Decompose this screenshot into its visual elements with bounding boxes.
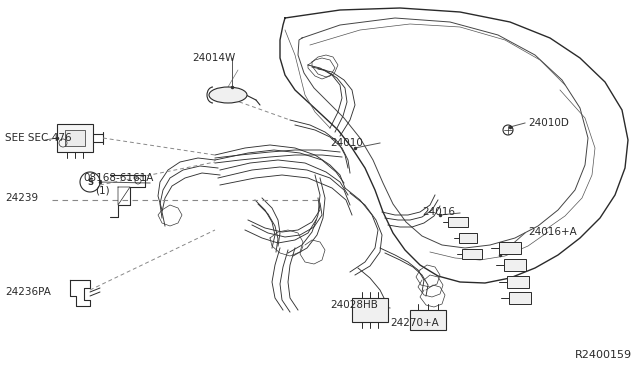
Text: 24016: 24016 [422, 207, 455, 217]
FancyBboxPatch shape [410, 310, 446, 330]
FancyBboxPatch shape [459, 233, 477, 243]
Text: 24270+A: 24270+A [390, 318, 439, 328]
FancyBboxPatch shape [448, 217, 468, 227]
Text: 24010D: 24010D [528, 118, 569, 128]
Ellipse shape [209, 87, 247, 103]
FancyBboxPatch shape [504, 259, 526, 271]
Text: 24028HB: 24028HB [330, 300, 378, 310]
Text: 08168-6161A: 08168-6161A [83, 173, 154, 183]
FancyBboxPatch shape [499, 242, 521, 254]
Text: 24236PA: 24236PA [5, 287, 51, 297]
Text: 24014W: 24014W [192, 53, 236, 63]
FancyBboxPatch shape [57, 124, 93, 152]
Text: 24239: 24239 [5, 193, 38, 203]
Text: R2400159: R2400159 [575, 350, 632, 360]
Text: 24010: 24010 [330, 138, 363, 148]
FancyBboxPatch shape [65, 130, 85, 146]
FancyBboxPatch shape [352, 298, 388, 322]
FancyBboxPatch shape [462, 249, 482, 259]
Text: S: S [87, 177, 93, 186]
Text: 24016+A: 24016+A [528, 227, 577, 237]
FancyBboxPatch shape [509, 292, 531, 304]
Text: (1): (1) [95, 185, 109, 195]
Text: SEE SEC.476: SEE SEC.476 [5, 133, 72, 143]
FancyBboxPatch shape [507, 276, 529, 288]
